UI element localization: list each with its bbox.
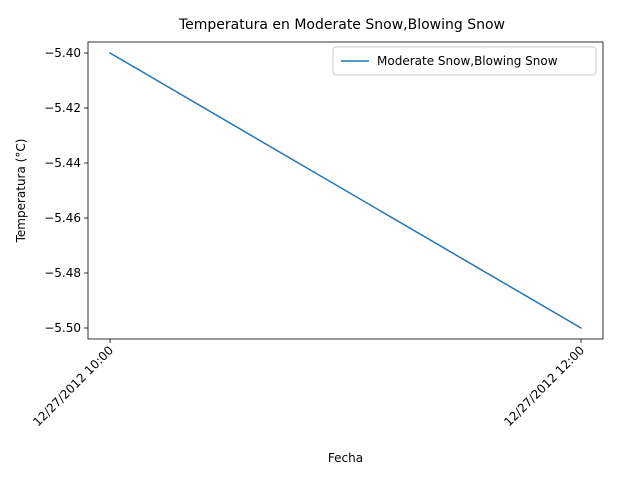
y-tick-label: −5.42 <box>44 101 81 115</box>
chart-title: Temperatura en Moderate Snow,Blowing Sno… <box>178 17 505 33</box>
x-tick-label: 12/27/2012 10:00 <box>30 343 116 429</box>
y-tick-label: −5.50 <box>44 321 81 335</box>
x-axis-label: Fecha <box>328 451 363 465</box>
plot-area-frame <box>87 41 604 340</box>
y-tick-label: −5.40 <box>44 46 81 60</box>
y-axis-label: Temperatura (°C) <box>14 139 28 244</box>
y-tick-label: −5.48 <box>44 266 81 280</box>
x-tick-label: 12/27/2012 12:00 <box>501 343 587 429</box>
legend-entry-label: Moderate Snow,Blowing Snow <box>377 54 558 68</box>
y-axis-ticks: −5.40 −5.42 −5.44 −5.46 −5.48 −5.50 <box>44 46 88 335</box>
y-tick-label: −5.46 <box>44 211 81 225</box>
series-layer <box>108 51 583 330</box>
legend: Moderate Snow,Blowing Snow <box>332 46 597 76</box>
y-tick-label: −5.44 <box>44 156 81 170</box>
x-axis-ticks: 12/27/2012 10:00 12/27/2012 12:00 <box>30 339 587 429</box>
series-line <box>108 51 583 330</box>
legend-box <box>332 46 597 76</box>
